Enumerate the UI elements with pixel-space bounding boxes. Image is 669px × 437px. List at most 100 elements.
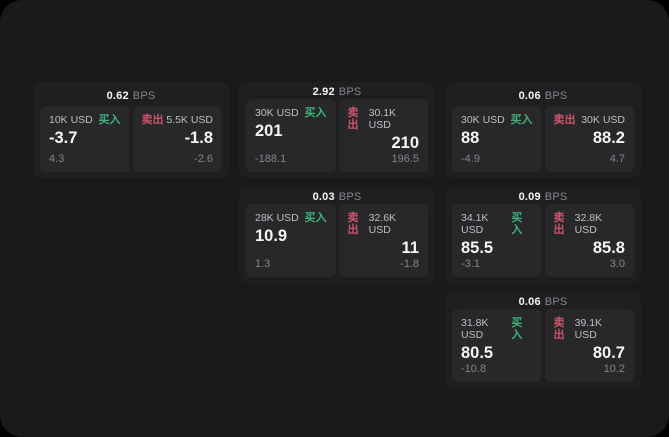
sell-panel-header: 卖出 32.8K USD bbox=[554, 212, 626, 236]
sell-price: 80.7 bbox=[592, 344, 625, 362]
buy-price: -3.7 bbox=[49, 129, 78, 147]
bps-unit: BPS bbox=[544, 296, 568, 308]
buy-side-label: 买入 bbox=[304, 212, 327, 224]
buy-panel[interactable]: 30K USD 买入 201 -188.1 bbox=[246, 99, 336, 172]
sell-panel-header: 卖出 39.1K USD bbox=[554, 317, 626, 341]
bps-header: 0.06 BPS bbox=[452, 295, 634, 309]
buy-size-label: 10K USD bbox=[49, 114, 93, 126]
bps-header: 0.09 BPS bbox=[452, 190, 634, 204]
sell-side-label: 卖出 bbox=[553, 114, 576, 126]
sell-price: 85.8 bbox=[592, 239, 625, 257]
sell-price: 210 bbox=[391, 134, 419, 152]
buy-delta: -3.1 bbox=[461, 258, 480, 270]
buy-price: 80.5 bbox=[461, 344, 494, 362]
buy-panel[interactable]: 28K USD 买入 10.9 1.3 bbox=[246, 204, 336, 277]
sell-size-label: 5.5K USD bbox=[166, 114, 213, 126]
buy-sell-panels: 30K USD 买入 88 -4.9 卖出 30K USD 88.2 4.7 bbox=[452, 106, 634, 172]
sell-side-label: 卖出 bbox=[553, 212, 565, 236]
buy-delta: -10.8 bbox=[461, 363, 487, 375]
buy-panel-header: 31.8K USD 买入 bbox=[461, 317, 533, 341]
quote-card: 0.09 BPS 34.1K USD 买入 85.5 -3.1 卖出 32.8K… bbox=[445, 187, 641, 283]
buy-side-label: 买入 bbox=[304, 107, 327, 119]
sell-panel-header: 卖出 30.1K USD bbox=[348, 107, 420, 131]
buy-price: 10.9 bbox=[255, 227, 288, 245]
sell-panel[interactable]: 卖出 32.6K USD 11 -1.8 bbox=[338, 204, 428, 277]
bps-header: 0.03 BPS bbox=[246, 190, 428, 204]
bps-header: 0.06 BPS bbox=[452, 85, 634, 106]
quote-grid: 0.62 BPS 10K USD 买入 -3.7 4.3 卖出 5.5K USD bbox=[33, 82, 641, 388]
buy-size-label: 28K USD bbox=[255, 212, 299, 224]
sell-panel[interactable]: 卖出 32.8K USD 85.8 3.0 bbox=[544, 204, 634, 277]
sell-side-label: 卖出 bbox=[347, 107, 359, 131]
sell-delta: 3.0 bbox=[609, 258, 625, 270]
sell-size-label: 30K USD bbox=[581, 114, 625, 126]
sell-panel[interactable]: 卖出 39.1K USD 80.7 10.2 bbox=[544, 309, 634, 382]
sell-panel[interactable]: 卖出 5.5K USD -1.8 -2.6 bbox=[132, 106, 222, 172]
sell-panel-header: 卖出 30K USD bbox=[554, 114, 626, 126]
buy-panel-header: 30K USD 买入 bbox=[255, 107, 327, 119]
buy-price: 88 bbox=[461, 129, 480, 147]
sell-price: 88.2 bbox=[592, 129, 625, 147]
buy-panel-header: 28K USD 买入 bbox=[255, 212, 327, 224]
buy-size-label: 30K USD bbox=[461, 114, 505, 126]
sell-size-label: 32.6K USD bbox=[368, 212, 397, 236]
sell-size-label: 32.8K USD bbox=[574, 212, 603, 236]
quote-card: 0.62 BPS 10K USD 买入 -3.7 4.3 卖出 5.5K USD bbox=[33, 82, 229, 178]
buy-panel[interactable]: 30K USD 买入 88 -4.9 bbox=[452, 106, 542, 172]
sell-side-label: 卖出 bbox=[347, 212, 359, 236]
quote-card: 0.03 BPS 28K USD 买入 10.9 1.3 卖出 32.6K US… bbox=[239, 187, 435, 283]
bps-value: 0.62 bbox=[106, 89, 129, 102]
buy-side-label: 买入 bbox=[98, 114, 121, 126]
buy-delta: 4.3 bbox=[49, 153, 65, 165]
bps-unit: BPS bbox=[544, 89, 568, 102]
bps-value: 2.92 bbox=[312, 86, 335, 98]
buy-panel-header: 34.1K USD 买入 bbox=[461, 212, 533, 236]
sell-side-label: 卖出 bbox=[553, 317, 565, 341]
bps-unit: BPS bbox=[132, 89, 156, 102]
bps-value: 0.03 bbox=[312, 191, 335, 203]
buy-sell-panels: 10K USD 买入 -3.7 4.3 卖出 5.5K USD -1.8 -2.… bbox=[40, 106, 222, 172]
sell-panel-header: 卖出 5.5K USD bbox=[142, 114, 214, 126]
quote-card: 0.06 BPS 30K USD 买入 88 -4.9 卖出 30K USD bbox=[445, 82, 641, 178]
buy-sell-panels: 34.1K USD 买入 85.5 -3.1 卖出 32.8K USD 85.8… bbox=[452, 204, 634, 277]
bps-value: 0.09 bbox=[518, 191, 541, 203]
sell-delta: 196.5 bbox=[391, 153, 419, 165]
buy-panel-header: 30K USD 买入 bbox=[461, 114, 533, 126]
buy-panel[interactable]: 31.8K USD 买入 80.5 -10.8 bbox=[452, 309, 542, 382]
buy-delta: 1.3 bbox=[255, 258, 271, 270]
quote-card: 0.06 BPS 31.8K USD 买入 80.5 -10.8 卖出 39.1… bbox=[445, 292, 641, 388]
bps-unit: BPS bbox=[338, 86, 362, 98]
buy-side-label: 买入 bbox=[511, 212, 523, 236]
sell-delta: 10.2 bbox=[603, 363, 625, 375]
buy-sell-panels: 30K USD 买入 201 -188.1 卖出 30.1K USD 210 1… bbox=[246, 99, 428, 172]
sell-delta: 4.7 bbox=[609, 153, 625, 165]
buy-sell-panels: 31.8K USD 买入 80.5 -10.8 卖出 39.1K USD 80.… bbox=[452, 309, 634, 382]
sell-size-label: 30.1K USD bbox=[368, 107, 397, 131]
sell-side-label: 卖出 bbox=[141, 114, 164, 126]
buy-panel[interactable]: 10K USD 买入 -3.7 4.3 bbox=[40, 106, 130, 172]
buy-size-label: 30K USD bbox=[255, 107, 299, 119]
buy-panel-header: 10K USD 买入 bbox=[49, 114, 121, 126]
buy-size-label: 31.8K USD bbox=[461, 317, 489, 341]
buy-panel[interactable]: 34.1K USD 买入 85.5 -3.1 bbox=[452, 204, 542, 277]
sell-panel[interactable]: 卖出 30.1K USD 210 196.5 bbox=[338, 99, 428, 172]
bps-header: 2.92 BPS bbox=[246, 85, 428, 99]
bps-value: 0.06 bbox=[518, 89, 541, 102]
sell-price: 11 bbox=[401, 239, 419, 257]
buy-side-label: 买入 bbox=[510, 114, 533, 126]
buy-size-label: 34.1K USD bbox=[461, 212, 489, 236]
quote-card: 2.92 BPS 30K USD 买入 201 -188.1 卖出 30.1K … bbox=[239, 82, 435, 178]
sell-price: -1.8 bbox=[184, 129, 213, 147]
bps-value: 0.06 bbox=[518, 296, 541, 308]
sell-delta: -1.8 bbox=[400, 258, 419, 270]
bps-header: 0.62 BPS bbox=[40, 85, 222, 106]
buy-sell-panels: 28K USD 买入 10.9 1.3 卖出 32.6K USD 11 -1.8 bbox=[246, 204, 428, 277]
buy-delta: -188.1 bbox=[255, 153, 287, 165]
bps-unit: BPS bbox=[338, 191, 362, 203]
sell-panel[interactable]: 卖出 30K USD 88.2 4.7 bbox=[544, 106, 634, 172]
sell-delta: -2.6 bbox=[194, 153, 213, 165]
sell-size-label: 39.1K USD bbox=[574, 317, 603, 341]
buy-price: 85.5 bbox=[461, 239, 494, 257]
buy-price: 201 bbox=[255, 122, 283, 140]
